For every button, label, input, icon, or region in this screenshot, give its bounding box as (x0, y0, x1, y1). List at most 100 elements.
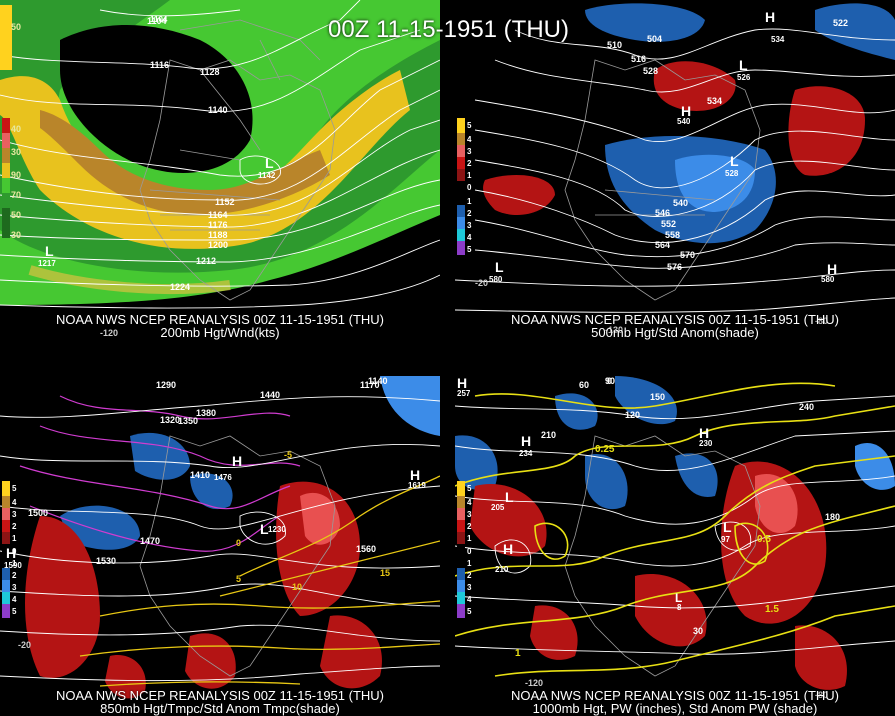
anomaly-shading (25, 376, 440, 699)
center-value: 97 (721, 535, 730, 544)
center-value: 1619 (408, 481, 426, 490)
temp-label: 15 (380, 568, 390, 578)
contour-label: 540 (673, 198, 688, 208)
lon-label: -120 (100, 328, 118, 338)
cb-label: 3 (467, 221, 472, 230)
pressure-centers-850mb: H 1476 H 1619 L 1230 H 1590 (4, 453, 426, 570)
center-value: 540 (677, 117, 691, 126)
height-contours (455, 28, 895, 313)
center-value: 1476 (214, 473, 232, 482)
cb-label: 3 (12, 583, 17, 592)
cb-label: 2 (467, 522, 472, 531)
cb-label: 30 (11, 230, 21, 240)
center-value: 8 (677, 603, 682, 612)
wind-shade-brown (40, 110, 330, 215)
cb-label: 3 (12, 510, 17, 519)
low-symbol: L (505, 489, 514, 505)
contour-label: 558 (665, 230, 680, 240)
colorbar-labels-1000mb: 5 4 3 2 1 0 1 2 3 4 5 (467, 484, 472, 616)
colorbar-200mb (0, 5, 12, 238)
cb-label: 2 (12, 522, 17, 531)
center-value: 526 (737, 73, 751, 82)
colorbar-500mb (457, 118, 465, 255)
pw-contours (455, 382, 895, 677)
center-value: 1217 (38, 259, 56, 268)
lon-label: -130 (605, 325, 623, 335)
contour-label: 546 (655, 208, 670, 218)
cb-label: 3 (467, 147, 472, 156)
colorbar-labels-500mb: 5 4 3 2 1 0 1 2 3 4 5 (467, 121, 472, 254)
contour-label: 1200 (208, 240, 228, 250)
height-contours (0, 0, 440, 309)
contour-label: 1188 (208, 230, 228, 240)
caption-field: 1000mb Hgt, PW (inches), Std Anom PW (sh… (532, 701, 818, 716)
lon-label: -120 (525, 678, 543, 688)
contour-label: 1128 (200, 67, 220, 77)
cb-label: 0 (467, 547, 472, 556)
lon-labels-1000mb: -120 -80 (525, 678, 828, 700)
high-symbol: H (457, 376, 467, 391)
lon-label: -80 (815, 690, 828, 700)
contour-labels-200mb: 1104 1116 1128 1140 1152 1164 1176 1188 … (147, 16, 235, 292)
high-symbol: H (681, 103, 691, 119)
height-contours (0, 396, 440, 682)
contour-label: 1560 (356, 544, 376, 554)
contour-label: 1104 (147, 16, 167, 26)
caption-field: 200mb Hgt/Wnd(kts) (160, 325, 280, 340)
pw-label: 1 (515, 648, 521, 659)
cb-label: 0 (467, 183, 472, 192)
contour-label: 1530 (96, 556, 116, 566)
colorbar-labels-200mb: 50 40 30 90 70 50 30 (11, 22, 21, 240)
contour-label: 1140 (208, 105, 228, 115)
contour-label: 522 (833, 18, 848, 28)
pw-labels-1000mb: 0.25 0.5 1 1.5 (515, 444, 779, 659)
center-value: 257 (457, 389, 471, 398)
cb-label: 4 (12, 595, 17, 604)
contour-label: 1320 (160, 415, 180, 425)
cb-label: 5 (467, 245, 472, 254)
contour-label: 1116 (150, 60, 169, 70)
contour-label: 504 (647, 34, 662, 44)
pressure-centers-200mb: L 1142 L 1217 1104 (38, 15, 276, 268)
low-symbol: L (260, 521, 269, 537)
main-title: 00Z 11-15-1951 (THU) (328, 16, 569, 43)
cb-label: 5 (12, 484, 17, 493)
cb-label: 1 (467, 559, 472, 568)
coastlines (139, 435, 336, 677)
contour-label: 1350 (178, 416, 198, 426)
colorbar-850mb (2, 481, 10, 618)
temperature-contours-magenta (19, 395, 301, 552)
contour-label: 1212 (196, 256, 216, 266)
center-value: 205 (491, 503, 505, 512)
cb-label: 1 (467, 534, 472, 543)
contour-labels-1000mb: 60 90 120 150 180 210 240 30 0 (541, 376, 840, 636)
cb-label: 1 (12, 534, 17, 543)
contour-label: 516 (631, 54, 646, 64)
contour-label: 570 (680, 250, 695, 260)
map-200mb: 50 40 30 90 70 50 30 1104 1116 1128 1140… (0, 0, 440, 340)
cb-label: 40 (11, 124, 21, 134)
temp-label: 10 (292, 582, 302, 592)
contour-label: 180 (825, 512, 840, 522)
contour-label: 120 (625, 410, 640, 420)
caption-field: 850mb Hgt/Tmpc/Std Anom Tmpc(shade) (100, 701, 340, 716)
high-symbol: H (521, 433, 531, 449)
cb-label: 1 (12, 559, 17, 568)
contour-label: 60 (579, 380, 589, 390)
contour-label: 240 (799, 402, 814, 412)
contour-label: 1176 (208, 220, 228, 230)
cb-label: 0 (12, 547, 17, 556)
contour-label: 510 (607, 40, 622, 50)
low-symbol: L (265, 155, 274, 171)
caption-source: NOAA NWS NCEP REANALYSIS 00Z 11-15-1951 … (511, 312, 839, 327)
lon-label: -20 (18, 640, 31, 650)
temp-label: 5 (236, 574, 241, 584)
contour-label: 210 (541, 430, 556, 440)
caption-source: NOAA NWS NCEP REANALYSIS 00Z 11-15-1951 … (56, 688, 384, 703)
cb-label: 4 (467, 233, 472, 242)
pressure-centers-1000mb: H 234 H 210 L 205 H 230 L 97 L 8 H 257 (457, 376, 732, 612)
high-symbol: H (503, 541, 513, 557)
lon-labels-500mb: -130 -80 -20 (475, 278, 828, 335)
coastlines (139, 19, 336, 301)
high-symbol: H (827, 261, 837, 277)
